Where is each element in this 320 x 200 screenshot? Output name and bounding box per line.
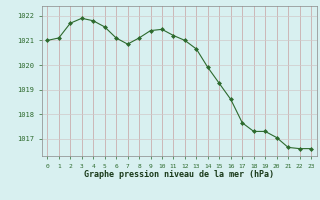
X-axis label: Graphe pression niveau de la mer (hPa): Graphe pression niveau de la mer (hPa) <box>84 170 274 179</box>
